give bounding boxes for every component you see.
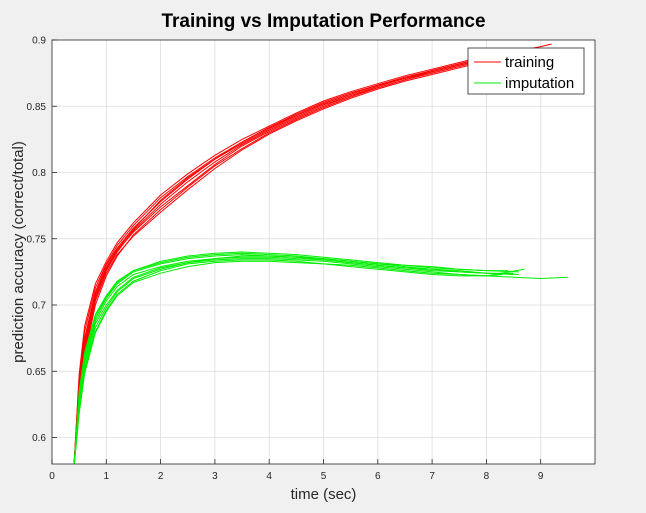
y-tick-label: 0.7 (32, 301, 46, 312)
x-axis-label: time (sec) (291, 486, 357, 503)
x-tick-label: 2 (158, 471, 164, 482)
y-tick-label: 0.8 (32, 168, 46, 179)
y-axis-label: prediction accuracy (correct/total) (10, 141, 27, 363)
imputation-run-line (73, 256, 520, 464)
grid (52, 40, 595, 464)
y-tick-label: 0.6 (32, 433, 46, 444)
y-tick-label: 0.9 (32, 36, 46, 47)
x-tick-label: 9 (538, 471, 544, 482)
legend-label-imputation: imputation (505, 75, 574, 92)
imputation-run-line (73, 259, 525, 464)
x-tick-label: 4 (266, 471, 272, 482)
training-run-line (73, 55, 514, 464)
imputation-run-line (73, 255, 514, 464)
y-tick-label: 0.65 (27, 367, 47, 378)
x-tick-label: 3 (212, 471, 218, 482)
ticks: 0 1 2 3 4 5 6 7 8 9 0.6 0.65 0.7 0.75 0.8 0.85 0.9 (27, 36, 544, 483)
training-run-line (73, 54, 503, 464)
x-tick-label: 1 (104, 471, 110, 482)
legend-label-training: training (505, 54, 554, 71)
imputation-run-line (73, 260, 503, 464)
y-tick-label: 0.85 (27, 102, 47, 113)
legend: training imputation (467, 47, 585, 95)
x-tick-label: 5 (321, 471, 327, 482)
x-tick-label: 6 (375, 471, 381, 482)
training-run-line (73, 52, 520, 464)
x-tick-label: 0 (49, 471, 55, 482)
imputation-run-line (73, 251, 520, 464)
training-run-line (73, 50, 525, 464)
x-tick-label: 7 (429, 471, 435, 482)
x-tick-label: 8 (484, 471, 490, 482)
y-tick-label: 0.75 (27, 234, 47, 245)
legend-box (467, 47, 585, 95)
chart-title: Training vs Imputation Performance (161, 11, 485, 32)
imputation-series (73, 251, 568, 464)
imputation-run-line (73, 252, 509, 464)
